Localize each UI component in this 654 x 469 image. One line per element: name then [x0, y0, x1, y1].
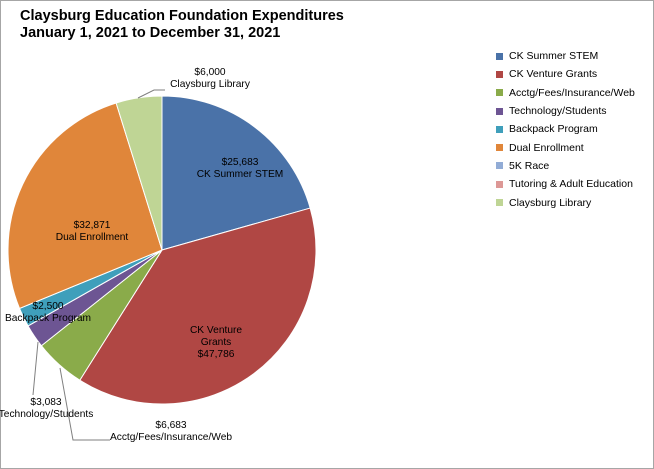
data-label-technology-students: $3,083 Technology/Students — [0, 397, 93, 420]
legend-label: Dual Enrollment — [509, 141, 584, 154]
legend-swatch — [496, 107, 503, 115]
leader-line-technology-students — [32, 341, 39, 396]
legend-swatch — [496, 199, 503, 207]
legend-swatch — [496, 70, 503, 78]
data-label-backpack-program: $2,500 Backpack Program — [5, 301, 91, 324]
legend-item-backpack-program: Backpack Program — [496, 120, 635, 138]
legend-swatch — [496, 125, 503, 133]
data-label-ck-venture-grants: CK Venture Grants $47,786 — [190, 325, 242, 360]
legend-item-tutoring-and-adult-education: Tutoring & Adult Education — [496, 175, 635, 193]
chart-subtitle: January 1, 2021 to December 31, 2021 — [20, 25, 281, 41]
legend-label: 5K Race — [509, 159, 550, 172]
legend-swatch — [496, 52, 503, 60]
legend-label: Tutoring & Adult Education — [509, 178, 633, 191]
legend-swatch — [496, 89, 503, 97]
legend-label: Technology/Students — [509, 105, 607, 118]
data-label-acctg-fees-insurance-web: $6,683 Acctg/Fees/Insurance/Web — [110, 420, 232, 443]
legend-swatch — [496, 144, 503, 152]
data-label-claysburg-library: $6,000 Claysburg Library — [170, 67, 251, 90]
data-label-dual-enrollment: $32,871 Dual Enrollment — [56, 220, 129, 243]
leader-line-acctg-fees-insurance-web — [59, 367, 110, 441]
pie-slice-ck-venture-grants — [79, 207, 317, 405]
legend-label: Acctg/Fees/Insurance/Web — [509, 86, 635, 99]
legend-item-dual-enrollment: Dual Enrollment — [496, 138, 635, 156]
legend-item-ck-venture-grants: CK Venture Grants — [496, 65, 635, 83]
pie-slice-dual-enrollment — [7, 102, 163, 310]
chart-title-line-1: Claysburg Education Foundation Expenditu… — [20, 8, 344, 24]
legend-item-technology-students: Technology/Students — [496, 102, 635, 120]
pie-slice-ck-summer-stem — [161, 95, 311, 251]
chart-title: Claysburg Education Foundation Expenditu… — [20, 8, 344, 42]
legend-swatch — [496, 180, 503, 188]
legend-label: CK Summer STEM — [509, 50, 599, 63]
legend-swatch — [496, 162, 503, 170]
legend-label: Claysburg Library — [509, 196, 592, 209]
leader-line-claysburg-library — [137, 89, 165, 99]
legend-item-acctg-fees-insurance-web: Acctg/Fees/Insurance/Web — [496, 84, 635, 102]
chart-legend: CK Summer STEM CK Venture Grants Acctg/Fee… — [496, 47, 635, 212]
legend-label: Backpack Program — [509, 123, 598, 136]
legend-label: CK Venture Grants — [509, 68, 598, 81]
legend-item-claysburg-library: Claysburg Library — [496, 193, 635, 211]
data-label-ck-summer-stem: $25,683 CK Summer STEM — [197, 157, 284, 180]
legend-item-ck-summer-stem: CK Summer STEM — [496, 47, 635, 65]
legend-item-5k-race: 5K Race — [496, 157, 635, 175]
